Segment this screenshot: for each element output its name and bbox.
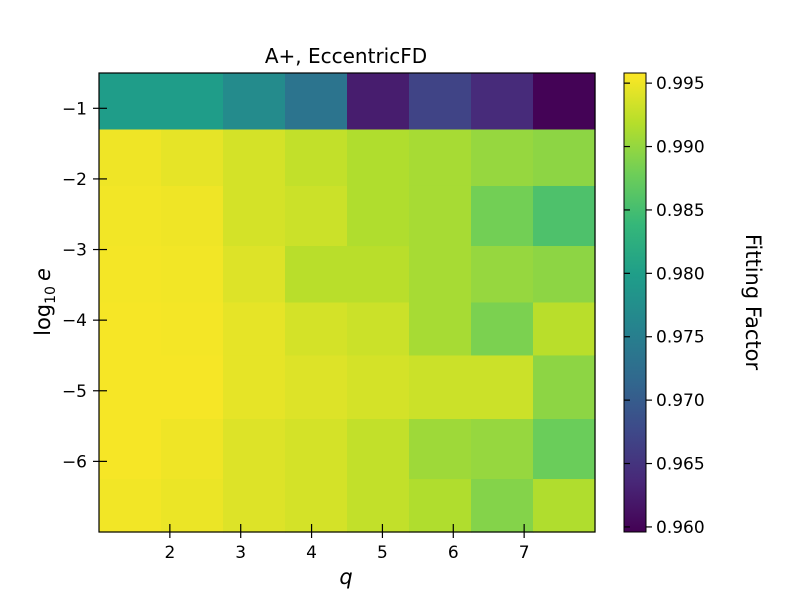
heatmap-cell <box>533 73 596 131</box>
heatmap-cell <box>533 419 596 480</box>
heatmap-cell <box>223 355 286 420</box>
colorbar-tick-label: 0.995 <box>656 74 705 94</box>
heatmap-cell <box>223 419 286 480</box>
heatmap-cell <box>409 246 472 304</box>
heatmap-cell <box>161 419 224 480</box>
heatmap-cell <box>161 479 224 533</box>
heatmap-cell <box>409 479 472 533</box>
heatmap-cell <box>285 419 348 480</box>
heatmap-cell <box>223 185 286 247</box>
heatmap-cell <box>285 185 348 247</box>
heatmap-cell <box>285 302 348 357</box>
heatmap-cell <box>533 185 596 247</box>
heatmap-cell <box>99 302 162 357</box>
heatmap-cell <box>285 246 348 304</box>
x-axis: 2 3 4 5 6 7 <box>164 524 530 563</box>
heatmap-cell <box>99 246 162 304</box>
heatmap-cell <box>533 355 596 420</box>
heatmap-cell <box>409 302 472 357</box>
heatmap-cell <box>161 73 224 131</box>
heatmap-cell <box>471 246 534 304</box>
y-axis-label: log10e <box>31 268 59 336</box>
heatmap-cell <box>471 73 534 131</box>
heatmap-cell <box>471 419 534 480</box>
heatmap-cell <box>347 129 410 187</box>
y-tick-label: −3 <box>62 241 87 261</box>
heatmap-cell <box>99 73 162 131</box>
colorbar-tick-label: 0.965 <box>656 455 705 475</box>
heatmap-cell <box>533 479 596 533</box>
x-tick-label: 2 <box>164 543 175 563</box>
y-tick-label: −5 <box>62 382 87 402</box>
x-axis-label: q <box>339 565 352 589</box>
heatmap-cell <box>285 73 348 131</box>
plot-frame <box>98 72 596 533</box>
heatmap-cell <box>99 129 162 187</box>
heatmap-cells <box>99 73 596 533</box>
heatmap-cell <box>533 302 596 357</box>
heatmap-cell <box>285 479 348 533</box>
colorbar-label: Fitting Factor <box>741 234 765 371</box>
heatmap-cell <box>409 185 472 247</box>
heatmap-cell <box>223 479 286 533</box>
x-tick-label: 3 <box>235 543 246 563</box>
colorbar-tick-label: 0.975 <box>656 328 705 348</box>
heatmap-cell <box>223 129 286 187</box>
heatmap-cell <box>347 246 410 304</box>
heatmap-cell <box>533 246 596 304</box>
colorbar-tick-label: 0.970 <box>656 391 705 411</box>
y-tick-label: −2 <box>62 170 87 190</box>
heatmap-cell <box>223 73 286 131</box>
heatmap-cell <box>471 129 534 187</box>
heatmap-cell <box>409 419 472 480</box>
y-tick-label: −6 <box>62 452 87 472</box>
x-tick-label: 6 <box>448 543 459 563</box>
heatmap-cell <box>161 246 224 304</box>
heatmap-cell <box>347 419 410 480</box>
heatmap-cell <box>99 185 162 247</box>
x-tick-label: 7 <box>519 543 530 563</box>
colorbar-tick-label: 0.985 <box>656 201 705 221</box>
heatmap-cell <box>99 355 162 420</box>
heatmap-cell <box>99 419 162 480</box>
colorbar <box>623 72 647 533</box>
heatmap-cell <box>223 246 286 304</box>
heatmap-cell <box>471 479 534 533</box>
heatmap-cell <box>161 129 224 187</box>
heatmap-cell <box>161 185 224 247</box>
heatmap-cell <box>347 479 410 533</box>
heatmap-cell <box>347 73 410 131</box>
heatmap-cell <box>347 185 410 247</box>
colorbar-tick-label: 0.990 <box>656 138 705 158</box>
colorbar-tick-label: 0.960 <box>656 518 705 538</box>
heatmap-cell <box>471 302 534 357</box>
y-tick-label: −4 <box>62 311 87 331</box>
chart-title: A+, EccentricFD <box>265 44 427 68</box>
colorbar-axis: 0.995 0.990 0.985 0.980 0.975 0.970 0.965 0.960 <box>624 74 705 538</box>
heatmap-cell <box>409 355 472 420</box>
y-axis: −1 −2 −3 −4 −5 −6 <box>62 99 107 472</box>
heatmap-cell <box>285 129 348 187</box>
heatmap-cell <box>471 185 534 247</box>
heatmap-cell <box>347 302 410 357</box>
y-tick-label: −1 <box>62 99 87 119</box>
heatmap-cell <box>161 355 224 420</box>
heatmap-cell <box>409 129 472 187</box>
heatmap-cell <box>99 479 162 533</box>
heatmap-cell <box>223 302 286 357</box>
heatmap-cell <box>347 355 410 420</box>
x-tick-label: 4 <box>306 543 317 563</box>
heatmap-cell <box>471 355 534 420</box>
heatmap-cell <box>409 73 472 131</box>
heatmap-cell <box>533 129 596 187</box>
heatmap-cell <box>285 355 348 420</box>
x-tick-label: 5 <box>377 543 388 563</box>
heatmap-cell <box>161 302 224 357</box>
colorbar-tick-label: 0.980 <box>656 264 705 284</box>
